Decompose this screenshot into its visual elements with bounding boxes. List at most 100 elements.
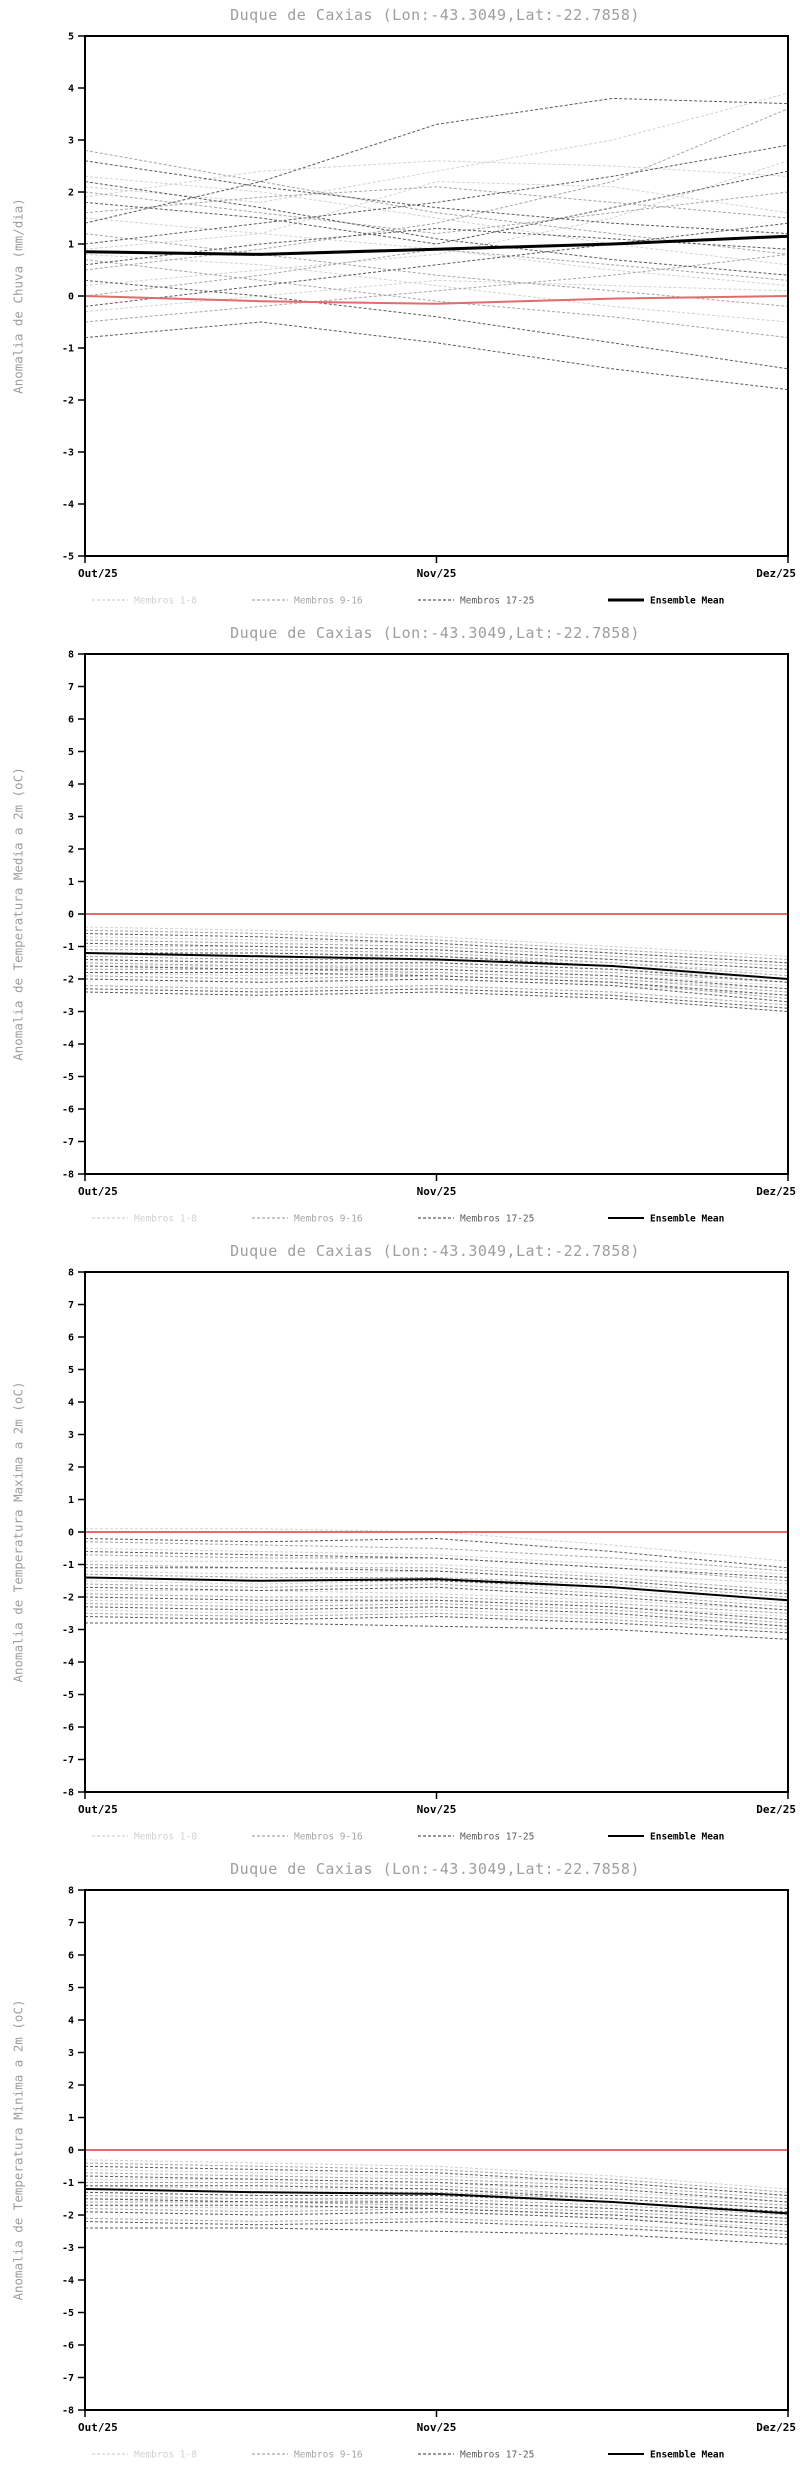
ensemble-member-line bbox=[84, 2159, 789, 2190]
y-tick-label: -5 bbox=[62, 552, 74, 563]
y-tick-label: 5 bbox=[68, 747, 74, 758]
ensemble-member-line bbox=[84, 2211, 789, 2232]
ensemble-member-line bbox=[84, 929, 789, 960]
ensemble-member-line bbox=[85, 949, 789, 977]
y-tick-label: -1 bbox=[62, 942, 74, 953]
y-tick-label: -2 bbox=[62, 1593, 74, 1604]
y-tick-label: 2 bbox=[68, 2081, 74, 2092]
ensemble-member-line bbox=[84, 222, 789, 307]
y-tick-label: 7 bbox=[68, 682, 74, 693]
ensemble-member-line bbox=[84, 2195, 789, 2216]
y-tick-label: -5 bbox=[62, 1072, 74, 1083]
ensemble-member-line bbox=[84, 1564, 789, 1591]
ensemble-member-line bbox=[85, 2227, 789, 2245]
y-tick-label: 8 bbox=[68, 1268, 74, 1279]
ensemble-member-line bbox=[84, 253, 789, 323]
plot-frame bbox=[84, 653, 789, 1175]
ensemble-member-line bbox=[84, 160, 789, 198]
y-tick-label: 4 bbox=[68, 2016, 74, 2027]
ensemble-member-line bbox=[84, 170, 789, 245]
legend-item: Ensemble Mean bbox=[608, 1832, 724, 1843]
ensemble-member-line bbox=[84, 160, 789, 287]
chart-svg: -8 -7 -6 -5 -4 -3 -2 -1 0 1 2 3 4 5 6 7 8 Out/25 Nov/25 Dez… bbox=[62, 1886, 796, 2461]
ensemble-member-line bbox=[85, 1560, 789, 1585]
legend-item: Membros 17-25 bbox=[418, 596, 534, 607]
ensemble-member-line bbox=[84, 144, 789, 245]
legend-label: Membros 17-25 bbox=[460, 1832, 534, 1843]
ensemble-member-line bbox=[84, 1541, 789, 1572]
ensemble-member-line bbox=[85, 1567, 789, 1595]
y-tick-label: 1 bbox=[68, 877, 74, 888]
chart-panel-mean-temperature: Duque de Caxias (Lon:-43.3049,Lat:-22.78… bbox=[0, 618, 800, 1236]
y-tick-label: 0 bbox=[68, 1528, 74, 1539]
legend-item: Membros 9-16 bbox=[252, 2450, 363, 2461]
ensemble-member-line bbox=[84, 181, 789, 250]
ensemble-member-line bbox=[84, 97, 789, 224]
ensemble-member-line bbox=[84, 321, 789, 391]
legend-label: Ensemble Mean bbox=[650, 2450, 724, 2461]
ensemble-member-line bbox=[84, 248, 789, 297]
ensemble-member-line bbox=[85, 972, 789, 996]
chart-svg: -8 -7 -6 -5 -4 -3 -2 -1 0 1 2 3 4 5 6 7 8 Out/25 Nov/25 Dez… bbox=[62, 650, 796, 1225]
y-tick-label: -2 bbox=[62, 396, 74, 407]
y-tick-label: -4 bbox=[62, 1658, 74, 1669]
ensemble-mean-line bbox=[84, 1576, 789, 1602]
legend-item: Membros 1-8 bbox=[92, 1832, 197, 1843]
ensemble-member-line bbox=[85, 2185, 789, 2209]
x-tick-label: Nov/25 bbox=[417, 1803, 457, 1816]
ensemble-member-line bbox=[84, 959, 789, 983]
ensemble-member-line bbox=[84, 2175, 789, 2203]
y-tick-label: 5 bbox=[68, 32, 74, 43]
y-tick-label: 3 bbox=[68, 1430, 74, 1441]
y-tick-label: 4 bbox=[68, 84, 74, 95]
y-tick-label: -6 bbox=[62, 1723, 74, 1734]
ensemble-member-line bbox=[84, 181, 789, 276]
ensemble-member-line bbox=[85, 2201, 789, 2222]
ensemble-member-line bbox=[84, 253, 789, 323]
ensemble-member-line bbox=[84, 1596, 789, 1621]
y-tick-label: 8 bbox=[68, 1886, 74, 1897]
legend-item: Membros 17-25 bbox=[418, 1214, 534, 1225]
legend-item: Ensemble Mean bbox=[608, 2450, 724, 2461]
chart-panel-precipitation: Duque de Caxias (Lon:-43.3049,Lat:-22.78… bbox=[0, 0, 800, 618]
y-tick-label: 3 bbox=[68, 812, 74, 823]
x-tick-label: Out/25 bbox=[78, 1185, 118, 1198]
legend-label: Membros 17-25 bbox=[460, 2450, 534, 2461]
y-tick-label: 0 bbox=[68, 2146, 74, 2157]
chart-title: Duque de Caxias (Lon:-43.3049,Lat:-22.78… bbox=[230, 1860, 640, 1878]
ensemble-member-line bbox=[84, 92, 789, 203]
ensemble-member-line bbox=[84, 984, 789, 1006]
y-tick-label: 3 bbox=[68, 2048, 74, 2059]
y-tick-label: -3 bbox=[62, 448, 74, 459]
ensemble-mean-line bbox=[84, 952, 789, 980]
legend-label: Ensemble Mean bbox=[650, 1214, 724, 1225]
ensemble-member-line bbox=[84, 1612, 789, 1630]
y-tick-label: 5 bbox=[68, 1365, 74, 1376]
y-tick-label: -2 bbox=[62, 975, 74, 986]
legend-label: Membros 9-16 bbox=[294, 596, 363, 607]
y-tick-label: 6 bbox=[68, 715, 74, 726]
legend-item: Membros 17-25 bbox=[418, 2450, 534, 2461]
legend-label: Membros 9-16 bbox=[294, 1214, 363, 1225]
y-tick-label: 1 bbox=[68, 2113, 74, 2124]
y-tick-label: -8 bbox=[62, 2406, 74, 2417]
y-tick-label: 4 bbox=[68, 780, 74, 791]
y-tick-label: -5 bbox=[62, 1690, 74, 1701]
legend-item: Ensemble Mean bbox=[608, 596, 724, 607]
ensemble-member-line bbox=[84, 186, 789, 219]
y-tick-label: 1 bbox=[68, 1495, 74, 1506]
y-tick-label: 3 bbox=[68, 136, 74, 147]
x-tick-label: Dez/25 bbox=[756, 2421, 796, 2434]
y-tick-label: -5 bbox=[62, 2308, 74, 2319]
ensemble-member-line bbox=[84, 233, 789, 307]
y-tick-label: 2 bbox=[68, 188, 74, 199]
ensemble-member-line bbox=[84, 1547, 789, 1575]
chart-canvas: -8 -7 -6 -5 -4 -3 -2 -1 0 1 2 3 4 5 6 7 8 Out/25 Nov/25 Dez… bbox=[0, 618, 800, 1236]
ensemble-member-line bbox=[84, 988, 789, 1009]
y-tick-label: -6 bbox=[62, 2341, 74, 2352]
ensemble-member-line bbox=[84, 926, 789, 957]
ensemble-member-line bbox=[84, 2165, 789, 2196]
y-tick-label: 7 bbox=[68, 1918, 74, 1929]
ensemble-member-line bbox=[84, 2162, 789, 2193]
plot-frame bbox=[84, 1889, 789, 2411]
